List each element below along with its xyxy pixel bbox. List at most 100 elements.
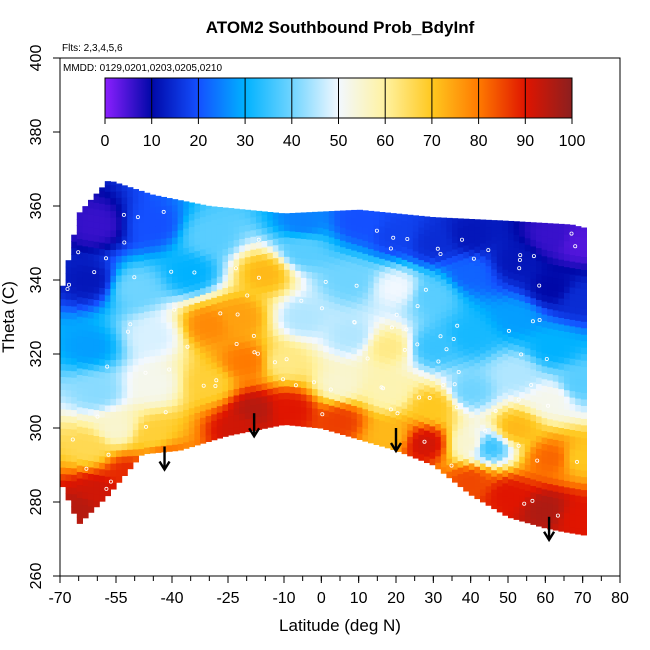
heatmap-cell — [76, 251, 83, 259]
heatmap-cell — [412, 315, 419, 323]
heatmap-cell — [569, 455, 576, 463]
heatmap-cell — [468, 436, 475, 444]
heatmap-cell — [513, 221, 520, 229]
heatmap-cell — [88, 343, 95, 351]
heatmap-cell — [222, 267, 229, 275]
heatmap-cell — [278, 237, 285, 245]
heatmap-cell — [379, 329, 386, 337]
heatmap-cell — [250, 333, 257, 341]
heatmap-cell — [121, 261, 128, 269]
heatmap-cell — [558, 408, 565, 416]
heatmap-cell — [435, 462, 442, 470]
heatmap-cell — [121, 436, 128, 444]
heatmap-cell — [65, 493, 72, 501]
heatmap-cell — [93, 409, 100, 417]
heatmap-cell — [340, 210, 347, 215]
heatmap-cell — [82, 329, 89, 338]
heatmap-cell — [368, 235, 375, 243]
heatmap-cell — [261, 382, 268, 390]
heatmap-cell — [440, 265, 447, 274]
heatmap-cell — [530, 459, 537, 467]
heatmap-cell — [547, 263, 554, 271]
sample-point — [517, 257, 522, 262]
heatmap-cell — [328, 308, 335, 316]
heatmap-cell — [323, 332, 330, 340]
heatmap-cell — [216, 207, 223, 212]
heatmap-cell — [530, 317, 537, 325]
heatmap-cell — [429, 244, 436, 252]
heatmap-cell — [530, 375, 537, 383]
heatmap-cell — [407, 280, 414, 288]
heatmap-cell — [188, 284, 195, 292]
heatmap-cell — [172, 249, 179, 258]
heatmap-cell — [468, 346, 475, 354]
heatmap-cell — [166, 295, 173, 303]
heatmap-cell — [284, 385, 291, 393]
heatmap-cell — [155, 238, 162, 246]
heatmap-cell — [485, 472, 492, 480]
heatmap-cell — [362, 337, 369, 345]
heatmap-cell — [429, 438, 436, 446]
heatmap-cell — [580, 347, 587, 355]
heatmap-cell — [580, 372, 587, 381]
heatmap-cell — [474, 233, 481, 241]
heatmap-cell — [256, 345, 263, 353]
heatmap-cell — [379, 361, 386, 369]
heatmap-cell — [300, 400, 307, 408]
heatmap-cell — [575, 365, 582, 373]
heatmap-cell — [116, 320, 123, 328]
heatmap-cell — [452, 430, 459, 438]
heatmap-cell — [233, 265, 240, 273]
heatmap-cell — [65, 460, 72, 469]
sample-point — [143, 370, 148, 375]
heatmap-cell — [513, 428, 520, 436]
heatmap-cell — [256, 241, 263, 249]
heatmap-cell — [93, 500, 100, 508]
heatmap-cell — [132, 371, 139, 379]
heatmap-cell — [306, 303, 313, 311]
heatmap-cell — [384, 285, 391, 293]
heatmap-cell — [564, 409, 571, 417]
heatmap-cell — [295, 380, 302, 388]
heatmap-cell — [323, 267, 330, 275]
heatmap-cell — [508, 336, 515, 344]
heatmap-cell — [244, 302, 251, 310]
heatmap-cell — [474, 278, 481, 286]
heatmap-cell — [99, 384, 106, 392]
heatmap-cell — [82, 310, 89, 318]
heatmap-cell — [502, 256, 509, 264]
heatmap-cell — [216, 366, 223, 374]
heatmap-cell — [519, 255, 526, 263]
heatmap-cell — [373, 366, 380, 374]
colorbar-tick-label: 80 — [470, 133, 488, 150]
heatmap-cell — [278, 269, 285, 277]
heatmap-cell — [452, 248, 459, 256]
heatmap-cell — [502, 223, 509, 231]
heatmap-cell — [502, 430, 509, 439]
heatmap-cell — [513, 312, 520, 320]
heatmap-cell — [216, 353, 223, 361]
heatmap-cell — [149, 271, 156, 279]
sample-point — [352, 320, 357, 325]
heatmap-cell — [530, 491, 537, 499]
heatmap-cell — [200, 384, 207, 392]
heatmap-cell — [547, 360, 554, 368]
heatmap-cell — [65, 383, 72, 391]
heatmap-cell — [440, 466, 447, 474]
heatmap-cell — [155, 206, 162, 214]
heatmap-cell — [323, 403, 330, 411]
heatmap-cell — [312, 233, 319, 241]
heatmap-cell — [502, 307, 509, 316]
heatmap-cell — [384, 376, 391, 384]
sample-point — [104, 486, 109, 491]
heatmap-cell — [564, 273, 571, 281]
heatmap-cell — [177, 443, 184, 451]
heatmap-cell — [149, 303, 156, 312]
heatmap-cell — [580, 360, 587, 368]
heatmap-cell — [306, 329, 313, 337]
heatmap-cell — [552, 478, 559, 486]
heatmap-cell — [396, 321, 403, 329]
heatmap-cell — [356, 219, 363, 227]
heatmap-cell — [93, 467, 100, 475]
heatmap-cell — [407, 345, 414, 353]
